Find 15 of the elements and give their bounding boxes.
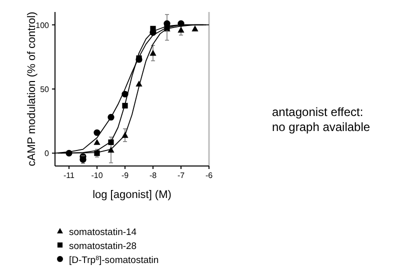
y-axis-title: cAMP modulation (% of control) (26, 12, 38, 166)
y-tick-label: 100 (36, 20, 50, 30)
legend-label: somatostatin-14 (69, 227, 137, 238)
x-tick-label: -9 (121, 171, 130, 180)
x-axis-title: log [agonist] (M) (92, 189, 172, 201)
text: antagonist effect: no graph available (272, 105, 370, 134)
x-tick-label: -8 (149, 171, 158, 180)
x-tick-label: -6 (205, 171, 214, 180)
y-tick-label: 0 (44, 149, 50, 158)
legend-label: somatostatin-28 (69, 241, 137, 252)
x-tick-label: -11 (64, 171, 76, 180)
y-tick-label: 50 (40, 85, 50, 94)
x-tick-label: -10 (91, 171, 104, 180)
legend-label: [D-Trp$^{8}$]-somatostatin (69, 254, 159, 266)
x-tick-label: -7 (177, 171, 186, 180)
